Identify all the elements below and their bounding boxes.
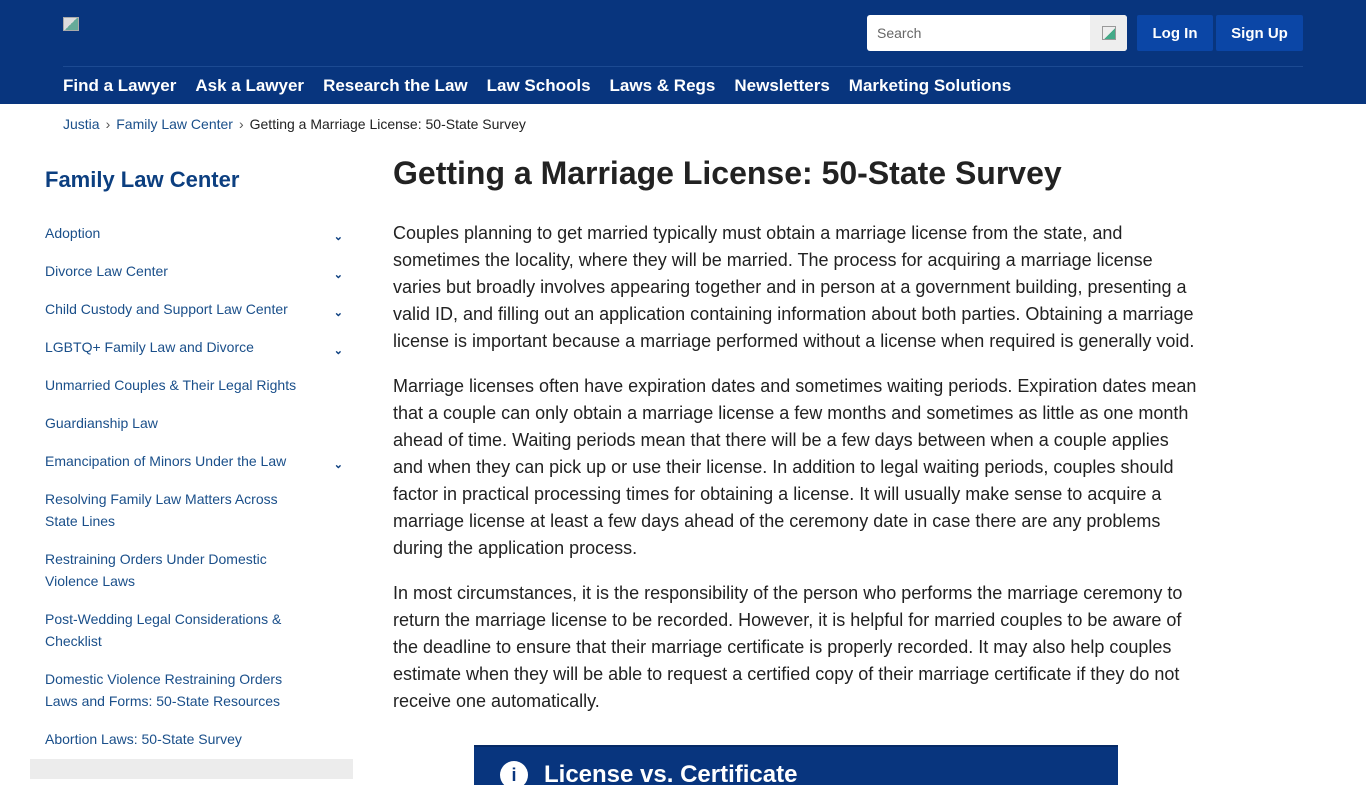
nav-marketing-solutions[interactable]: Marketing Solutions xyxy=(848,76,1012,95)
sidebar-item-label: Domestic Violence Restraining Orders Law… xyxy=(45,671,283,709)
search-input[interactable] xyxy=(867,15,1090,51)
callout-box: i License vs. Certificate xyxy=(474,745,1118,789)
sidebar-item-label: Unmarried Couples & Their Legal Rights xyxy=(45,377,297,393)
chevron-down-icon[interactable]: ⌄ xyxy=(333,307,343,319)
chevron-down-icon[interactable]: ⌄ xyxy=(333,269,343,281)
sidebar-panel xyxy=(30,759,353,779)
nav-ask-a-lawyer[interactable]: Ask a Lawyer xyxy=(195,76,305,95)
nav-research-the-law[interactable]: Research the Law xyxy=(323,76,468,95)
sidebar-item-label: LGBTQ+ Family Law and Divorce xyxy=(45,339,254,355)
paragraph: Couples planning to get married typicall… xyxy=(393,223,1195,351)
breadcrumb-separator: › xyxy=(238,116,244,132)
justia-logo[interactable] xyxy=(63,17,79,31)
sidebar-item[interactable]: Emancipation of Minors Under the Law ⌄ xyxy=(45,450,345,472)
search-box xyxy=(867,15,1127,51)
sidebar-item[interactable]: Abortion Laws: 50-State Survey xyxy=(45,728,345,750)
sidebar-item-label: Abortion Laws: 50-State Survey xyxy=(45,731,242,747)
sidebar-item[interactable]: LGBTQ+ Family Law and Divorce ⌄ xyxy=(45,336,345,358)
sidebar-item[interactable]: Restraining Orders Under Domestic Violen… xyxy=(45,548,345,592)
sidebar-item[interactable]: Domestic Violence Restraining Orders Law… xyxy=(45,668,345,712)
paragraph: In most circumstances, it is the respons… xyxy=(393,583,1183,711)
breadcrumb: Justia › Family Law Center › Getting a M… xyxy=(63,116,526,132)
divider xyxy=(63,66,1303,67)
breadcrumb-current: Getting a Marriage License: 50-State Sur… xyxy=(249,116,526,132)
signup-button[interactable]: Sign Up xyxy=(1216,15,1303,51)
sidebar-title[interactable]: Family Law Center xyxy=(45,167,240,192)
sidebar-item-label: Child Custody and Support Law Center xyxy=(45,301,288,317)
sidebar-item[interactable]: Unmarried Couples & Their Legal Rights xyxy=(45,374,345,396)
search-button[interactable] xyxy=(1090,15,1127,51)
sidebar-nav: Adoption ⌄ Divorce Law Center ⌄ Child Custod… xyxy=(45,222,345,766)
sidebar-item-label: Adoption xyxy=(45,225,101,241)
sidebar-item-label: Emancipation of Minors Under the Law xyxy=(45,453,287,469)
breadcrumb-separator: › xyxy=(105,116,111,132)
sidebar-item-label: Post-Wedding Legal Considerations & Chec… xyxy=(45,611,282,649)
site-header: Log In Sign Up Find a Lawyer Ask a Lawye… xyxy=(0,0,1366,104)
sidebar-item[interactable]: Adoption ⌄ xyxy=(45,222,345,244)
chevron-down-icon[interactable]: ⌄ xyxy=(333,231,343,243)
sidebar-item[interactable]: Guardianship Law xyxy=(45,412,345,434)
nav-law-schools[interactable]: Law Schools xyxy=(486,76,591,95)
nav-newsletters[interactable]: Newsletters xyxy=(734,76,830,95)
chevron-down-icon[interactable]: ⌄ xyxy=(333,459,343,471)
sidebar-item-label: Guardianship Law xyxy=(45,415,158,431)
nav-find-a-lawyer[interactable]: Find a Lawyer xyxy=(63,76,177,95)
sidebar-item-label: Divorce Law Center xyxy=(45,263,168,279)
main-nav: Find a Lawyer Ask a Lawyer Research the … xyxy=(63,76,1011,96)
sidebar-item[interactable]: Resolving Family Law Matters Across Stat… xyxy=(45,488,345,532)
breadcrumb-justia[interactable]: Justia xyxy=(63,116,100,132)
sidebar-item-label: Restraining Orders Under Domestic Violen… xyxy=(45,551,267,589)
search-icon xyxy=(1101,26,1116,40)
nav-laws-regs[interactable]: Laws & Regs xyxy=(609,76,716,95)
info-icon: i xyxy=(500,761,528,789)
page-title: Getting a Marriage License: 50-State Sur… xyxy=(393,155,1062,191)
sidebar-item-label: Resolving Family Law Matters Across Stat… xyxy=(45,491,278,529)
article-body: Couples planning to get married typicall… xyxy=(393,220,1203,733)
sidebar-item[interactable]: Divorce Law Center ⌄ xyxy=(45,260,345,282)
breadcrumb-family-law-center[interactable]: Family Law Center xyxy=(116,116,233,132)
chevron-down-icon[interactable]: ⌄ xyxy=(333,345,343,357)
callout-title: License vs. Certificate xyxy=(544,761,798,788)
sidebar-item[interactable]: Child Custody and Support Law Center ⌄ xyxy=(45,298,345,320)
login-button[interactable]: Log In xyxy=(1137,15,1213,51)
sidebar-item[interactable]: Post-Wedding Legal Considerations & Chec… xyxy=(45,608,345,652)
paragraph: Marriage licenses often have expiration … xyxy=(393,376,1197,558)
